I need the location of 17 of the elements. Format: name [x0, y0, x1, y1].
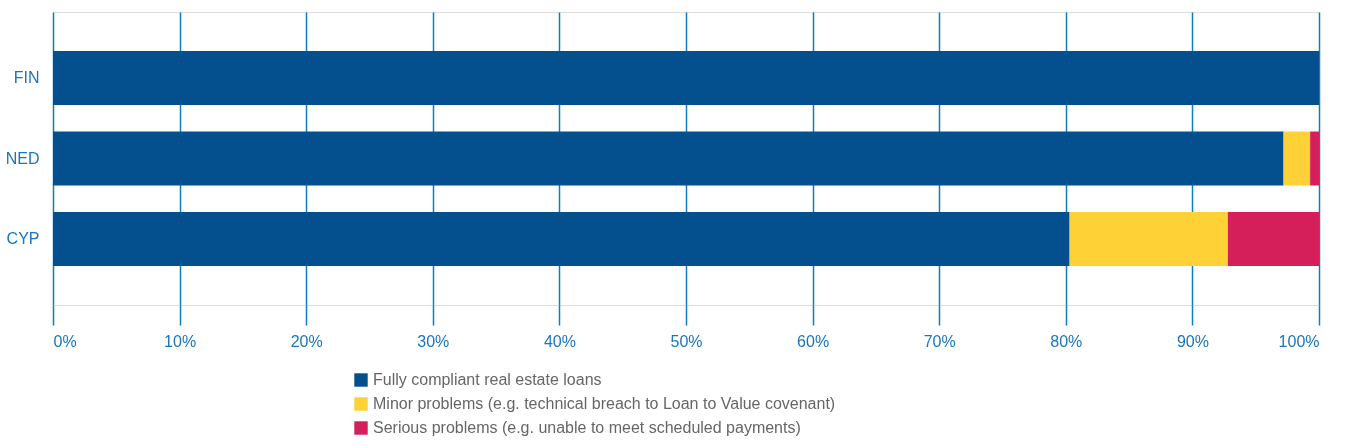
x-tick-label: 80%	[1050, 332, 1083, 350]
x-tick-label: 100%	[1278, 332, 1320, 350]
x-tick-label: 50%	[670, 332, 703, 350]
y-tick-label: CYP	[6, 229, 40, 247]
x-tick-label: 90%	[1176, 332, 1209, 350]
legend-label: Fully compliant real estate loans	[373, 371, 602, 388]
x-tick-label: 0%	[53, 332, 77, 350]
x-tick-label: 20%	[290, 332, 323, 350]
y-tick-label: NED	[5, 149, 40, 167]
y-tick-label: FIN	[13, 69, 40, 87]
x-tick-label: 30%	[417, 332, 450, 350]
legend-label: Minor problems (e.g. technical breach to Loan to Value covenant)	[373, 395, 836, 412]
x-tick-label: 40%	[543, 332, 576, 350]
legend-label: Serious problems (e.g. unable to meet scheduled payments)	[373, 419, 801, 436]
x-tick-label: 60%	[797, 332, 830, 350]
x-tick-label: 10%	[164, 332, 197, 350]
x-tick-label: 70%	[923, 332, 956, 350]
